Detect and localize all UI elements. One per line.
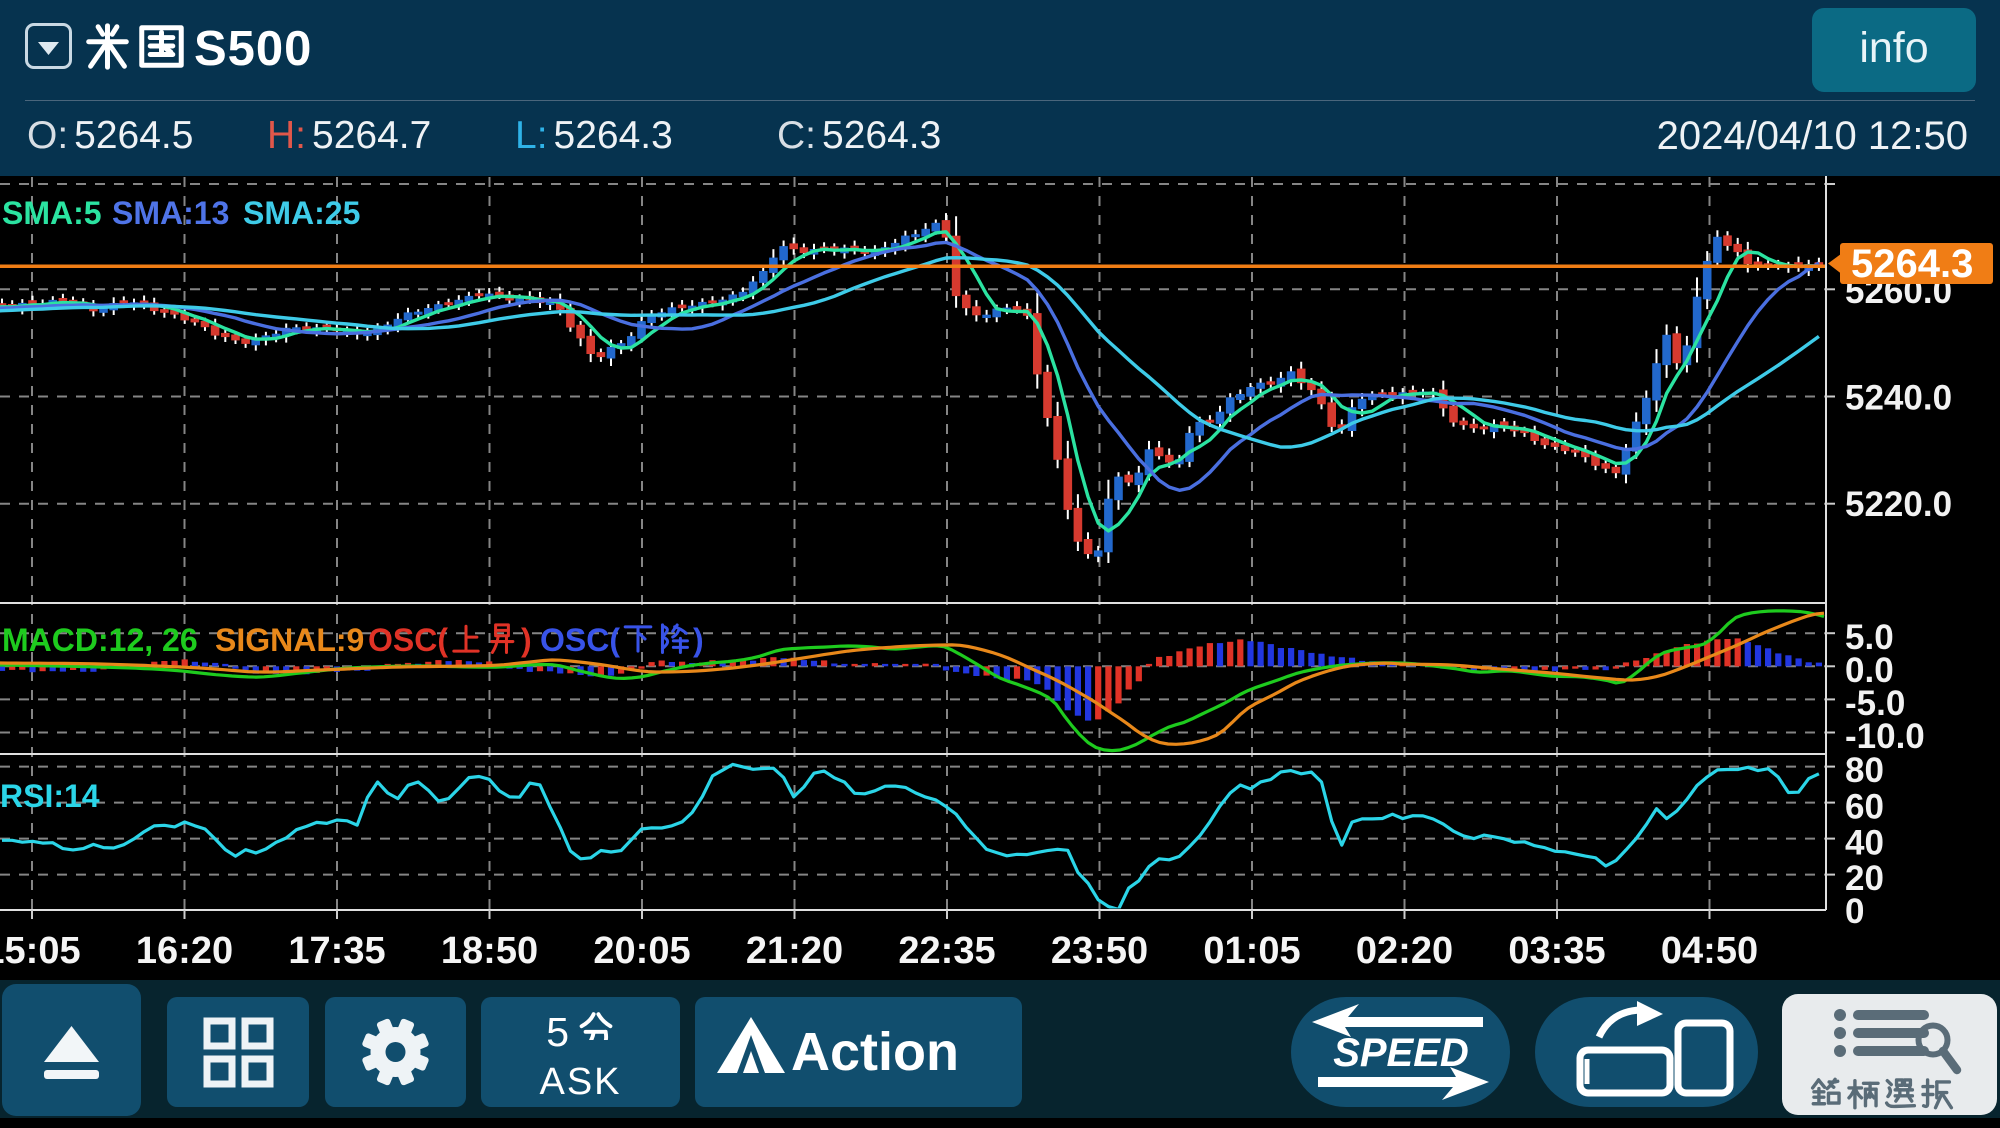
svg-text:5264.3: 5264.3 — [1851, 242, 1973, 286]
svg-text:-5.0: -5.0 — [1845, 684, 1905, 723]
svg-text:15:05: 15:05 — [0, 930, 81, 972]
svg-text:5220.0: 5220.0 — [1845, 485, 1952, 524]
svg-text:40: 40 — [1845, 823, 1884, 862]
svg-text:MACD:12, 26: MACD:12, 26 — [2, 622, 198, 658]
svg-text:16:20: 16:20 — [136, 930, 233, 972]
svg-text:SIGNAL:9: SIGNAL:9 — [215, 622, 364, 658]
svg-text:03:35: 03:35 — [1508, 930, 1605, 972]
svg-text:5.0: 5.0 — [1845, 618, 1894, 657]
svg-text:23:50: 23:50 — [1051, 930, 1148, 972]
svg-text:17:35: 17:35 — [288, 930, 385, 972]
svg-text:60: 60 — [1845, 788, 1884, 827]
svg-text:SMA:25: SMA:25 — [243, 195, 360, 231]
svg-text:OSC(: OSC( — [368, 622, 448, 658]
svg-text:02:20: 02:20 — [1356, 930, 1453, 972]
svg-text:RSI:14: RSI:14 — [0, 778, 100, 814]
svg-text:SPEED: SPEED — [1333, 1031, 1469, 1075]
svg-text:5240.0: 5240.0 — [1845, 379, 1952, 418]
svg-text:-10.0: -10.0 — [1845, 717, 1925, 756]
svg-text:20: 20 — [1845, 859, 1884, 898]
svg-text:21:20: 21:20 — [746, 930, 843, 972]
svg-text:OSC(: OSC( — [540, 622, 620, 658]
svg-text:SMA:13: SMA:13 — [112, 195, 229, 231]
svg-text:): ) — [693, 622, 704, 658]
svg-text:Action: Action — [791, 1022, 959, 1082]
svg-text:18:50: 18:50 — [441, 930, 538, 972]
svg-text:04:50: 04:50 — [1661, 930, 1758, 972]
svg-text:80: 80 — [1845, 751, 1884, 790]
svg-text:22:35: 22:35 — [898, 930, 995, 972]
svg-text:0: 0 — [1845, 892, 1864, 931]
svg-text:SMA:5: SMA:5 — [2, 195, 102, 231]
svg-text:): ) — [521, 622, 532, 658]
svg-text:20:05: 20:05 — [593, 930, 690, 972]
svg-text:01:05: 01:05 — [1203, 930, 1300, 972]
svg-text:0.0: 0.0 — [1845, 651, 1894, 690]
